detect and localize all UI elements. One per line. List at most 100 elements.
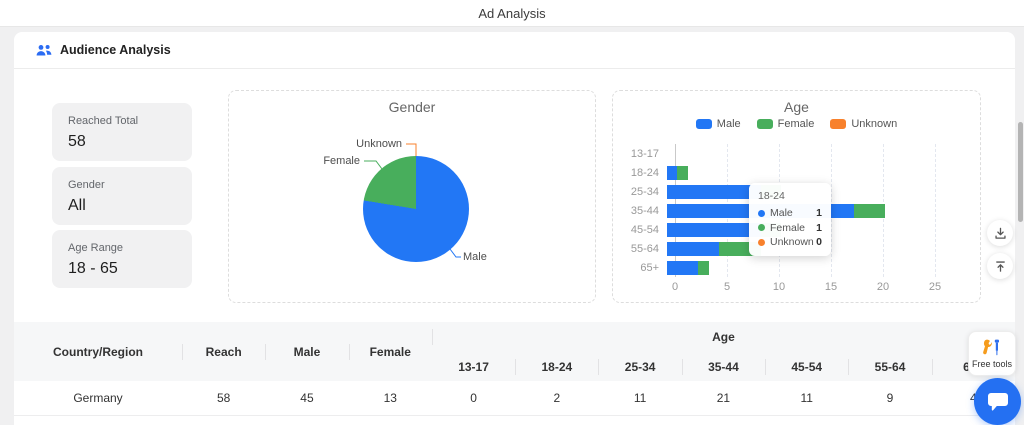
- bar-segment-female[interactable]: [698, 260, 709, 275]
- audience-icon: [36, 44, 52, 55]
- legend-swatch-icon: [756, 119, 773, 129]
- summary-label: Gender: [68, 179, 105, 191]
- unknown-dot-icon: [758, 238, 765, 246]
- bar-row-13-17: 13-17: [613, 144, 980, 163]
- x-tick-label: 10: [772, 281, 786, 293]
- female-dot-icon: [758, 224, 765, 232]
- bar-track: [667, 260, 709, 275]
- summary-value: 58: [68, 133, 86, 150]
- cell-female: 13: [348, 381, 432, 416]
- col-header-female: Female: [348, 322, 432, 381]
- cell-age: 11: [598, 381, 682, 416]
- tools-icon: [983, 339, 999, 355]
- summary-label: Age Range: [68, 242, 124, 254]
- col-header-reach: Reach: [182, 322, 266, 381]
- scroll-top-icon: [995, 260, 1005, 272]
- x-tick-label: 0: [671, 281, 679, 293]
- x-tick-label: 25: [928, 281, 942, 293]
- gridline: [935, 144, 936, 277]
- legend-item-unknown[interactable]: Unknown: [830, 118, 897, 130]
- scrollbar-thumb[interactable]: [1018, 122, 1023, 222]
- bar-segment-male[interactable]: [667, 260, 699, 275]
- col-header-age-13-17: 13-17: [431, 352, 516, 381]
- legend-label: Unknown: [851, 118, 898, 130]
- gender-panel: Gender Unknown Female Male: [228, 90, 596, 303]
- col-header-age-55-64: 55-64: [848, 352, 932, 381]
- bar-segment-male[interactable]: [667, 165, 678, 180]
- bar-segment-male[interactable]: [667, 241, 719, 256]
- tooltip-title: 18-24: [758, 190, 785, 202]
- chart-tooltip: 18-24 Male 1 Female 1 Unknown 0: [749, 183, 831, 256]
- summary-label: Reached Total: [68, 115, 139, 127]
- tooltip-row-male: Male 1: [758, 206, 822, 221]
- chat-icon: [987, 392, 1008, 411]
- col-header-age-25-34: 25-34: [598, 352, 682, 381]
- pie-label-unknown: Unknown: [356, 138, 402, 150]
- col-header-country: Country/Region: [14, 322, 182, 381]
- cell-age: 21: [681, 381, 766, 416]
- download-icon: [994, 227, 1006, 239]
- age-legend: Male Female Unknown: [613, 118, 980, 130]
- summary-card-gender: Gender All: [52, 167, 192, 225]
- download-button[interactable]: [987, 220, 1013, 246]
- legend-swatch-icon: [830, 119, 847, 129]
- col-header-age-18-24: 18-24: [515, 352, 599, 381]
- col-header-age-35-44: 35-44: [681, 352, 766, 381]
- bar-row-18-24: 18-24: [613, 163, 980, 182]
- bar-segment-male[interactable]: [667, 184, 761, 199]
- age-chart-title: Age: [784, 99, 809, 115]
- free-tools-label: Free tools: [971, 358, 1013, 369]
- col-group-age: Age: [431, 322, 1015, 352]
- pie-label-female: Female: [323, 155, 360, 167]
- bar-row-65+: 65+: [613, 258, 980, 277]
- gender-chart-title: Gender: [388, 99, 436, 115]
- y-category-label: 35-44: [630, 204, 659, 217]
- col-header-age-45-54: 45-54: [765, 352, 849, 381]
- y-category-label: 25-34: [630, 185, 659, 198]
- cell-reach: 58: [182, 381, 266, 416]
- x-tick-label: 5: [723, 281, 731, 293]
- scroll-top-button[interactable]: [987, 253, 1013, 279]
- y-category-label: 65+: [640, 261, 659, 274]
- y-category-label: 13-17: [630, 147, 659, 160]
- topbar: Ad Analysis: [0, 0, 1024, 27]
- cell-age: 9: [848, 381, 932, 416]
- chat-button[interactable]: [974, 378, 1021, 425]
- y-category-label: 45-54: [630, 223, 659, 236]
- legend-item-female[interactable]: Female: [756, 118, 815, 130]
- gender-pie[interactable]: [363, 156, 469, 262]
- legend-label: Female: [777, 118, 815, 130]
- section-title: Audience Analysis: [60, 43, 171, 57]
- x-tick-label: 15: [824, 281, 838, 293]
- y-category-label: 18-24: [630, 166, 659, 179]
- bar-segment-male[interactable]: [667, 222, 761, 237]
- pie-label-male: Male: [463, 251, 487, 263]
- cell-country: Germany: [14, 381, 182, 416]
- free-tools-button[interactable]: Free tools: [968, 331, 1016, 376]
- col-header-male: Male: [265, 322, 349, 381]
- bar-segment-female[interactable]: [854, 203, 886, 218]
- section-header: Audience Analysis: [14, 32, 1015, 69]
- summary-card-reached-total: Reached Total 58: [52, 103, 192, 161]
- table-row: Germany 58 45 13 0 2 11 21 11 9 4: [14, 381, 1015, 416]
- summary-value: 18 - 65: [68, 260, 118, 277]
- y-category-label: 55-64: [630, 242, 659, 255]
- age-panel: Age Male Female Unknown 13-17 18-24 25-34 35-…: [612, 90, 981, 303]
- age-x-labels: 0 5 10 15 20 25: [671, 281, 941, 295]
- summary-card-age-range: Age Range 18 - 65: [52, 230, 192, 288]
- cell-male: 45: [265, 381, 349, 416]
- legend-item-male[interactable]: Male: [695, 118, 741, 130]
- bar-track: [667, 241, 761, 256]
- summary-value: All: [68, 197, 86, 214]
- male-dot-icon: [758, 209, 765, 217]
- x-tick-label: 20: [876, 281, 890, 293]
- bar-track: [667, 165, 688, 180]
- legend-swatch-icon: [695, 119, 712, 129]
- tooltip-row-female: Female 1: [758, 221, 822, 236]
- audience-table: Country/Region Reach Male Female Age 13-…: [14, 322, 1015, 416]
- cell-age: 0: [431, 381, 516, 416]
- audience-card: Audience Analysis Reached Total 58 Gende…: [14, 32, 1015, 425]
- cell-age: 11: [765, 381, 849, 416]
- legend-label: Male: [716, 118, 741, 130]
- bar-segment-female[interactable]: [677, 165, 688, 180]
